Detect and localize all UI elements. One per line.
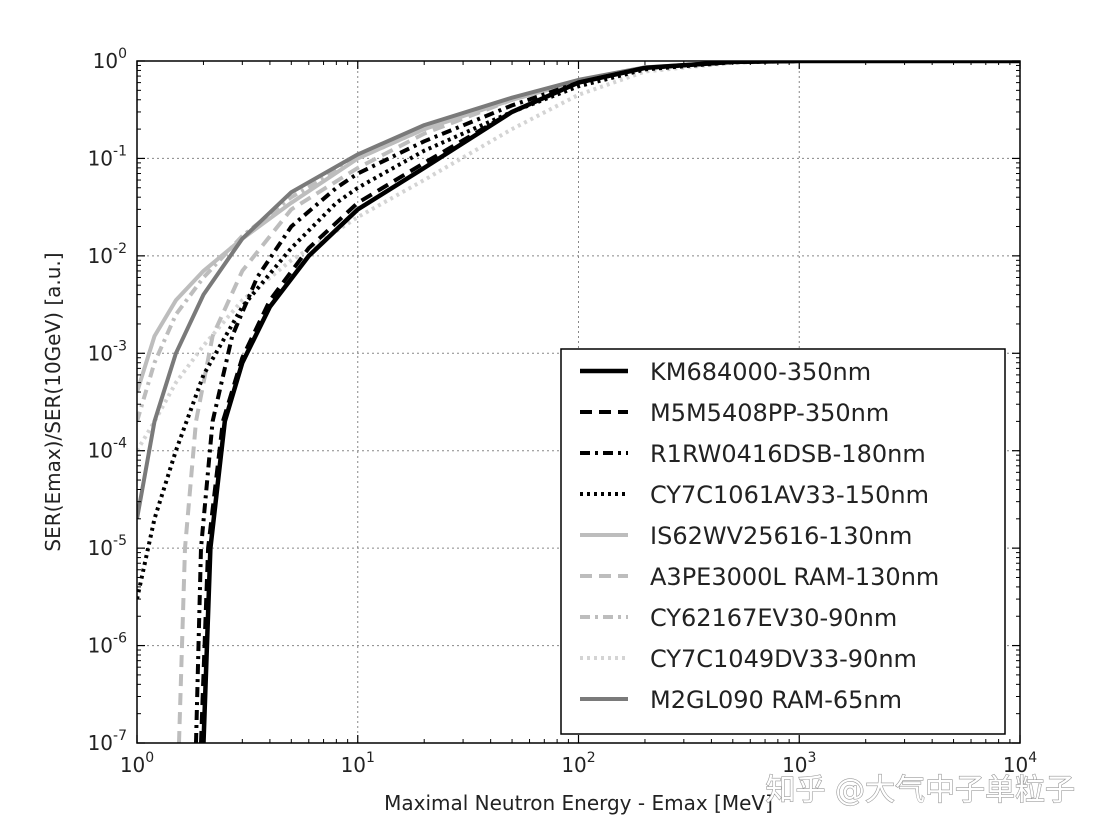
y-tick-label: 10-6 [88, 631, 128, 658]
plot-lines [137, 61, 1020, 743]
legend-label-0: KM684000-350nm [650, 358, 871, 386]
x-tick-label: 101 [341, 750, 375, 777]
legend-label-8: M2GL090 RAM-65nm [650, 686, 902, 714]
y-tick-label: 10-3 [88, 338, 127, 365]
legend-label-6: CY62167EV30-90nm [650, 604, 897, 632]
y-tick-label: 10-4 [88, 436, 128, 463]
ticks: 100 101 102 103 104 100 10-1 10-2 10-3 10-4 10-5 10… [88, 46, 1038, 777]
legend-label-1: M5M5408PP-350nm [650, 399, 889, 427]
x-tick-label: 100 [120, 750, 154, 777]
y-tick-label: 10-7 [88, 728, 127, 755]
y-axis-label: SER(Emax)/SER(10GeV) [a.u.] [41, 252, 65, 551]
y-tick-label: 10-2 [88, 241, 127, 268]
legend-box [560, 348, 1006, 735]
legend: KM684000-350nm M5M5408PP-350nm R1RW0416DSB… [560, 348, 1006, 735]
x-tick-label: 103 [782, 750, 816, 777]
legend-label-3: CY7C1061AV33-150nm [650, 481, 929, 509]
legend-label-5: A3PE3000L RAM-130nm [650, 563, 939, 591]
series-line-2 [194, 61, 1020, 743]
legend-label-7: CY7C1049DV33-90nm [650, 645, 917, 673]
x-tick-label: 102 [561, 750, 595, 777]
y-tick-label: 100 [93, 46, 127, 73]
series-line-6 [137, 61, 1020, 422]
watermark-text: 知乎 @大气中子单粒子 [765, 773, 1075, 808]
series-line-3 [137, 61, 1020, 600]
series-line-1 [199, 61, 1020, 743]
y-tick-label: 10-1 [88, 143, 127, 170]
y-tick-label: 10-5 [88, 533, 127, 560]
legend-label-4: IS62WV25616-130nm [650, 522, 912, 550]
x-axis-label: Maximal Neutron Energy - Emax [MeV] [384, 791, 773, 815]
x-tick-label: 104 [1003, 750, 1037, 777]
legend-label-2: R1RW0416DSB-180nm [650, 440, 926, 468]
